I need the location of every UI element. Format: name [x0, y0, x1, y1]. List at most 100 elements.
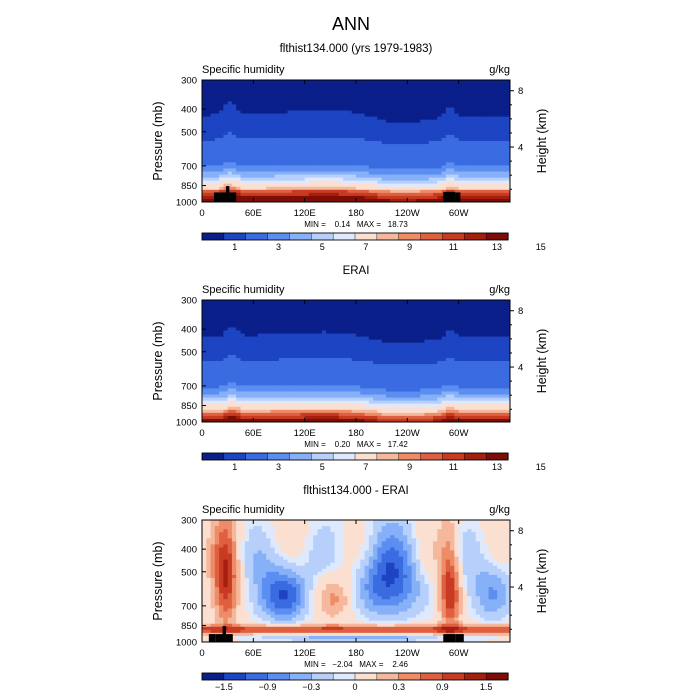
field-cell	[373, 354, 378, 359]
field-cell	[398, 104, 404, 109]
field-cell	[296, 168, 301, 173]
field-cell	[343, 150, 349, 154]
field-cell	[467, 168, 473, 173]
field-cell	[270, 107, 276, 112]
field-cell	[313, 168, 319, 173]
field-cell	[420, 101, 426, 105]
field-cell	[308, 333, 314, 338]
field-cell	[304, 361, 310, 365]
field-cell	[287, 159, 293, 163]
field-cell	[210, 119, 216, 124]
field-cell	[351, 180, 357, 185]
field-cell	[356, 192, 361, 197]
field-cell	[283, 101, 289, 105]
field-cell	[202, 198, 207, 202]
field-cell	[368, 192, 374, 197]
field-cell	[364, 373, 370, 377]
field-cell	[317, 333, 323, 338]
field-cell	[313, 324, 319, 329]
field-cell	[471, 141, 477, 145]
field-cell	[300, 98, 306, 102]
field-cell	[231, 92, 237, 96]
field-cell	[334, 300, 340, 304]
field-cell	[437, 104, 443, 109]
field-cell	[390, 330, 396, 335]
field-cell	[424, 122, 430, 127]
field-cell	[445, 131, 451, 136]
field-cell	[356, 306, 361, 310]
field-cell	[462, 113, 468, 118]
field-cell	[326, 397, 331, 402]
field-cell	[403, 122, 408, 127]
field-cell	[283, 131, 289, 136]
field-cell	[407, 336, 413, 341]
field-cell	[249, 345, 254, 350]
field-cell	[279, 397, 284, 402]
field-cell	[283, 351, 289, 356]
field-cell	[368, 330, 374, 335]
field-cell	[308, 321, 314, 325]
field-cell	[420, 119, 426, 124]
field-cell	[385, 134, 391, 139]
field-cell	[249, 89, 254, 93]
field-cell	[441, 162, 447, 166]
field-cell	[240, 318, 246, 322]
field-cell	[497, 137, 503, 142]
field-cell	[407, 324, 413, 329]
field-cell	[308, 174, 314, 179]
field-cell	[202, 92, 207, 96]
field-cell	[321, 409, 327, 414]
field-cell	[475, 113, 481, 118]
field-cell	[240, 107, 246, 112]
field-cell	[202, 104, 207, 109]
field-cell	[390, 89, 396, 93]
field-cell	[360, 122, 366, 127]
field-cell	[330, 306, 336, 310]
field-cell	[385, 168, 391, 173]
field-cell	[347, 391, 353, 396]
field-cell	[471, 89, 477, 93]
field-cell	[266, 125, 272, 130]
field-cell	[214, 171, 220, 176]
field-cell	[266, 113, 272, 118]
field-cell	[257, 168, 263, 173]
field-cell	[454, 186, 460, 191]
field-cell	[210, 86, 216, 90]
field-cell	[441, 131, 447, 136]
field-cell	[223, 186, 229, 191]
field-cell	[390, 119, 396, 124]
field-cell	[390, 107, 396, 112]
field-cell	[210, 354, 216, 359]
field-cell	[313, 174, 319, 179]
field-cell	[261, 391, 267, 396]
field-cell	[501, 177, 507, 182]
field-cell	[403, 165, 408, 170]
field-cell	[398, 333, 404, 338]
field-cell	[249, 324, 254, 329]
field-cell	[287, 357, 293, 362]
field-cell	[219, 348, 224, 353]
field-cell	[257, 183, 263, 188]
field-cell	[326, 116, 331, 121]
field-cell	[253, 174, 259, 179]
field-cell	[304, 300, 310, 304]
field-cell	[454, 156, 460, 160]
field-cell	[343, 168, 349, 173]
land-block	[213, 192, 220, 202]
field-cell	[505, 128, 510, 133]
field-cell	[368, 95, 374, 99]
field-cell	[347, 183, 353, 188]
field-cell	[240, 162, 246, 166]
field-cell	[368, 116, 374, 121]
field-cell	[484, 137, 490, 142]
field-cell	[458, 80, 464, 84]
field-cell	[347, 116, 353, 121]
field-cell	[227, 354, 233, 359]
field-cell	[364, 345, 370, 350]
field-cell	[407, 306, 413, 310]
field-cell	[343, 131, 349, 136]
field-cell	[231, 300, 237, 304]
field-cell	[321, 141, 327, 145]
field-cell	[373, 119, 378, 124]
field-cell	[480, 174, 485, 179]
